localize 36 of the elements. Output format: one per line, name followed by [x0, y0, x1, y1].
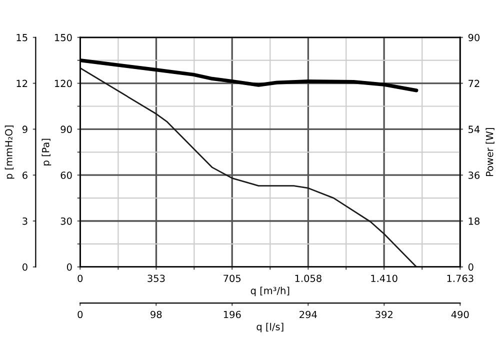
- y2-tick-label: 72: [468, 80, 480, 87]
- y3-tick-label: 15: [16, 34, 28, 42]
- y3-tick-label: 9: [22, 126, 28, 134]
- y-tick-label: 30: [60, 217, 72, 225]
- y-tick-label: 150: [55, 34, 72, 42]
- y-tick-label: 60: [60, 172, 72, 179]
- x2-tick-label: 196: [224, 310, 241, 318]
- x-tick-label: 353: [148, 274, 165, 282]
- y2-axis-title: Power [W]: [486, 128, 494, 176]
- y3-axis-title: p [mmH₂O]: [4, 126, 14, 179]
- x-tick-label: 0: [78, 274, 83, 282]
- y3-tick-label: 3: [22, 217, 28, 225]
- y-axis-title: p [Pa]: [42, 138, 52, 166]
- x-tick-label: 705: [224, 274, 241, 282]
- x2-axis-title: q [l/s]: [256, 322, 284, 332]
- y2-tick-label: 18: [468, 217, 480, 225]
- y2-tick-label: 36: [468, 172, 480, 179]
- x-tick-label: 1.058: [295, 274, 322, 282]
- x2-tick-label: 490: [451, 310, 469, 318]
- x-axis-title: q [m³/h]: [250, 286, 290, 296]
- y3-tick-label: 6: [22, 172, 28, 179]
- x2-tick-label: 392: [376, 310, 392, 318]
- x-tick-label: 1.410: [371, 274, 398, 282]
- x2-tick-label: 98: [150, 310, 162, 318]
- x2-tick-label: 0: [78, 310, 83, 318]
- y-tick-label: 0: [66, 263, 72, 271]
- x2-tick-label: 294: [300, 310, 317, 318]
- y-tick-label: 90: [60, 126, 72, 134]
- x-tick-label: 1.763: [447, 274, 474, 282]
- line-series: [80, 67, 418, 267]
- y2-tick-label: 90: [468, 34, 480, 42]
- y2-tick-label: 0: [468, 263, 474, 271]
- y-tick-label: 120: [55, 80, 72, 88]
- y2-tick-label: 54: [468, 126, 480, 134]
- y3-tick-label: 12: [16, 80, 28, 87]
- y3-tick-label: 0: [22, 263, 28, 271]
